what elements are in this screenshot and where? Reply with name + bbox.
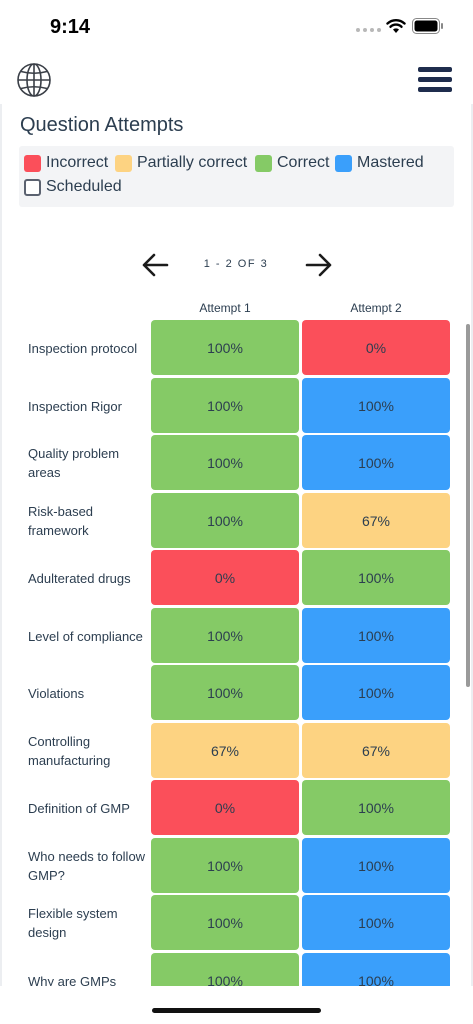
table-row: Violations 100% 100%: [0, 665, 473, 721]
table-row: Controlling manufacturing 67% 67%: [0, 723, 473, 779]
attempt-cell[interactable]: 100%: [151, 378, 299, 433]
attempt-cell[interactable]: 100%: [151, 493, 299, 548]
battery-icon: [412, 18, 443, 34]
main-content: Question Attempts Incorrect Partially co…: [0, 104, 473, 986]
attempt-cell[interactable]: 100%: [151, 895, 299, 950]
legend-label: Mastered: [357, 154, 424, 171]
legend-item-correct: Correct: [255, 154, 329, 172]
legend-swatch-scheduled: [24, 178, 41, 196]
legend: Incorrect Partially correct Correct Mast…: [19, 146, 454, 207]
attempt-cell[interactable]: 100%: [302, 895, 450, 950]
table-row: Adulterated drugs 0% 100%: [0, 550, 473, 606]
globe-icon[interactable]: [16, 62, 52, 98]
legend-label: Scheduled: [46, 178, 122, 195]
table-row: Level of compliance 100% 100%: [0, 608, 473, 664]
attempt-cell[interactable]: 100%: [151, 435, 299, 490]
attempt-cell[interactable]: 100%: [302, 780, 450, 835]
attempt-cell[interactable]: 100%: [151, 953, 299, 986]
content-border-right: [471, 104, 473, 986]
question-label: Inspection Rigor: [28, 398, 122, 414]
page-title: Question Attempts: [20, 114, 184, 136]
question-label: Inspection protocol: [28, 340, 138, 356]
table-row: Definition of GMP 0% 100%: [0, 780, 473, 836]
attempt-cell[interactable]: 100%: [302, 608, 450, 663]
column-header-attempt-2: Attempt 2: [350, 301, 402, 315]
question-label: Adulterated drugs: [28, 570, 131, 586]
table-row: Why are GMPs 100% 100%: [0, 953, 473, 986]
legend-item-scheduled: Scheduled: [24, 178, 122, 196]
attempt-cell[interactable]: 67%: [151, 723, 299, 778]
attempt-cell[interactable]: 100%: [151, 608, 299, 663]
table-row: Who needs to follow GMP? 100% 100%: [0, 838, 473, 894]
question-label: Definition of GMP: [28, 800, 130, 816]
status-time: 9:14: [50, 16, 91, 38]
wifi-icon: [386, 19, 406, 33]
attempt-cell[interactable]: 100%: [302, 953, 450, 986]
status-dots: [356, 28, 381, 32]
legend-swatch-incorrect: [24, 154, 41, 172]
attempt-cell[interactable]: 0%: [302, 320, 450, 375]
legend-swatch-mastered: [335, 154, 352, 172]
attempt-cell[interactable]: 100%: [302, 378, 450, 433]
attempt-cell[interactable]: 100%: [151, 838, 299, 893]
attempt-cell[interactable]: 100%: [151, 320, 299, 375]
attempt-cell[interactable]: 0%: [151, 550, 299, 605]
legend-item-partially-correct: Partially correct: [115, 154, 247, 172]
attempt-cell[interactable]: 100%: [302, 550, 450, 605]
attempt-cell[interactable]: 67%: [302, 723, 450, 778]
question-label: Why are GMPs: [28, 973, 117, 987]
legend-label: Partially correct: [137, 154, 248, 171]
arrow-left-icon[interactable]: [140, 250, 170, 280]
home-indicator-area: [0, 986, 473, 1024]
app-header: [0, 52, 473, 104]
question-label: Quality problem areas: [28, 446, 120, 480]
pager-range: 1 - 2 OF 3: [203, 258, 269, 270]
question-label: Flexible system design: [28, 906, 118, 940]
legend-swatch-partially-correct: [115, 154, 132, 172]
legend-label: Correct: [277, 154, 330, 171]
question-label: Violations: [28, 685, 85, 701]
legend-item-incorrect: Incorrect: [24, 154, 108, 172]
scrollbar[interactable]: [466, 324, 470, 687]
attempt-cell[interactable]: 67%: [302, 493, 450, 548]
table-row: Flexible system design 100% 100%: [0, 895, 473, 951]
column-header-attempt-1: Attempt 1: [199, 301, 251, 315]
table-row: Inspection protocol 100% 0%: [0, 320, 473, 376]
table-row: Quality problem areas 100% 100%: [0, 435, 473, 491]
attempt-cell[interactable]: 100%: [302, 838, 450, 893]
attempt-cell[interactable]: 0%: [151, 780, 299, 835]
attempt-cell[interactable]: 100%: [151, 665, 299, 720]
content-border-left: [0, 104, 2, 986]
hamburger-menu-icon[interactable]: [418, 67, 452, 93]
attempt-cell[interactable]: 100%: [302, 665, 450, 720]
attempt-cell[interactable]: 100%: [302, 435, 450, 490]
table-row: Inspection Rigor 100% 100%: [0, 378, 473, 434]
legend-label: Incorrect: [46, 154, 109, 171]
question-label: Who needs to follow GMP?: [28, 849, 146, 883]
legend-item-mastered: Mastered: [335, 154, 424, 172]
table-row: Risk-based framework 100% 67%: [0, 493, 473, 549]
question-label: Controlling manufacturing: [28, 734, 111, 768]
status-bar: 9:14: [0, 0, 473, 52]
question-label: Level of compliance: [28, 628, 143, 644]
question-label: Risk-based framework: [28, 504, 94, 538]
legend-swatch-correct: [255, 154, 272, 172]
arrow-right-icon[interactable]: [304, 250, 334, 280]
home-indicator[interactable]: [152, 1008, 321, 1013]
pager: 1 - 2 OF 3: [0, 250, 473, 280]
